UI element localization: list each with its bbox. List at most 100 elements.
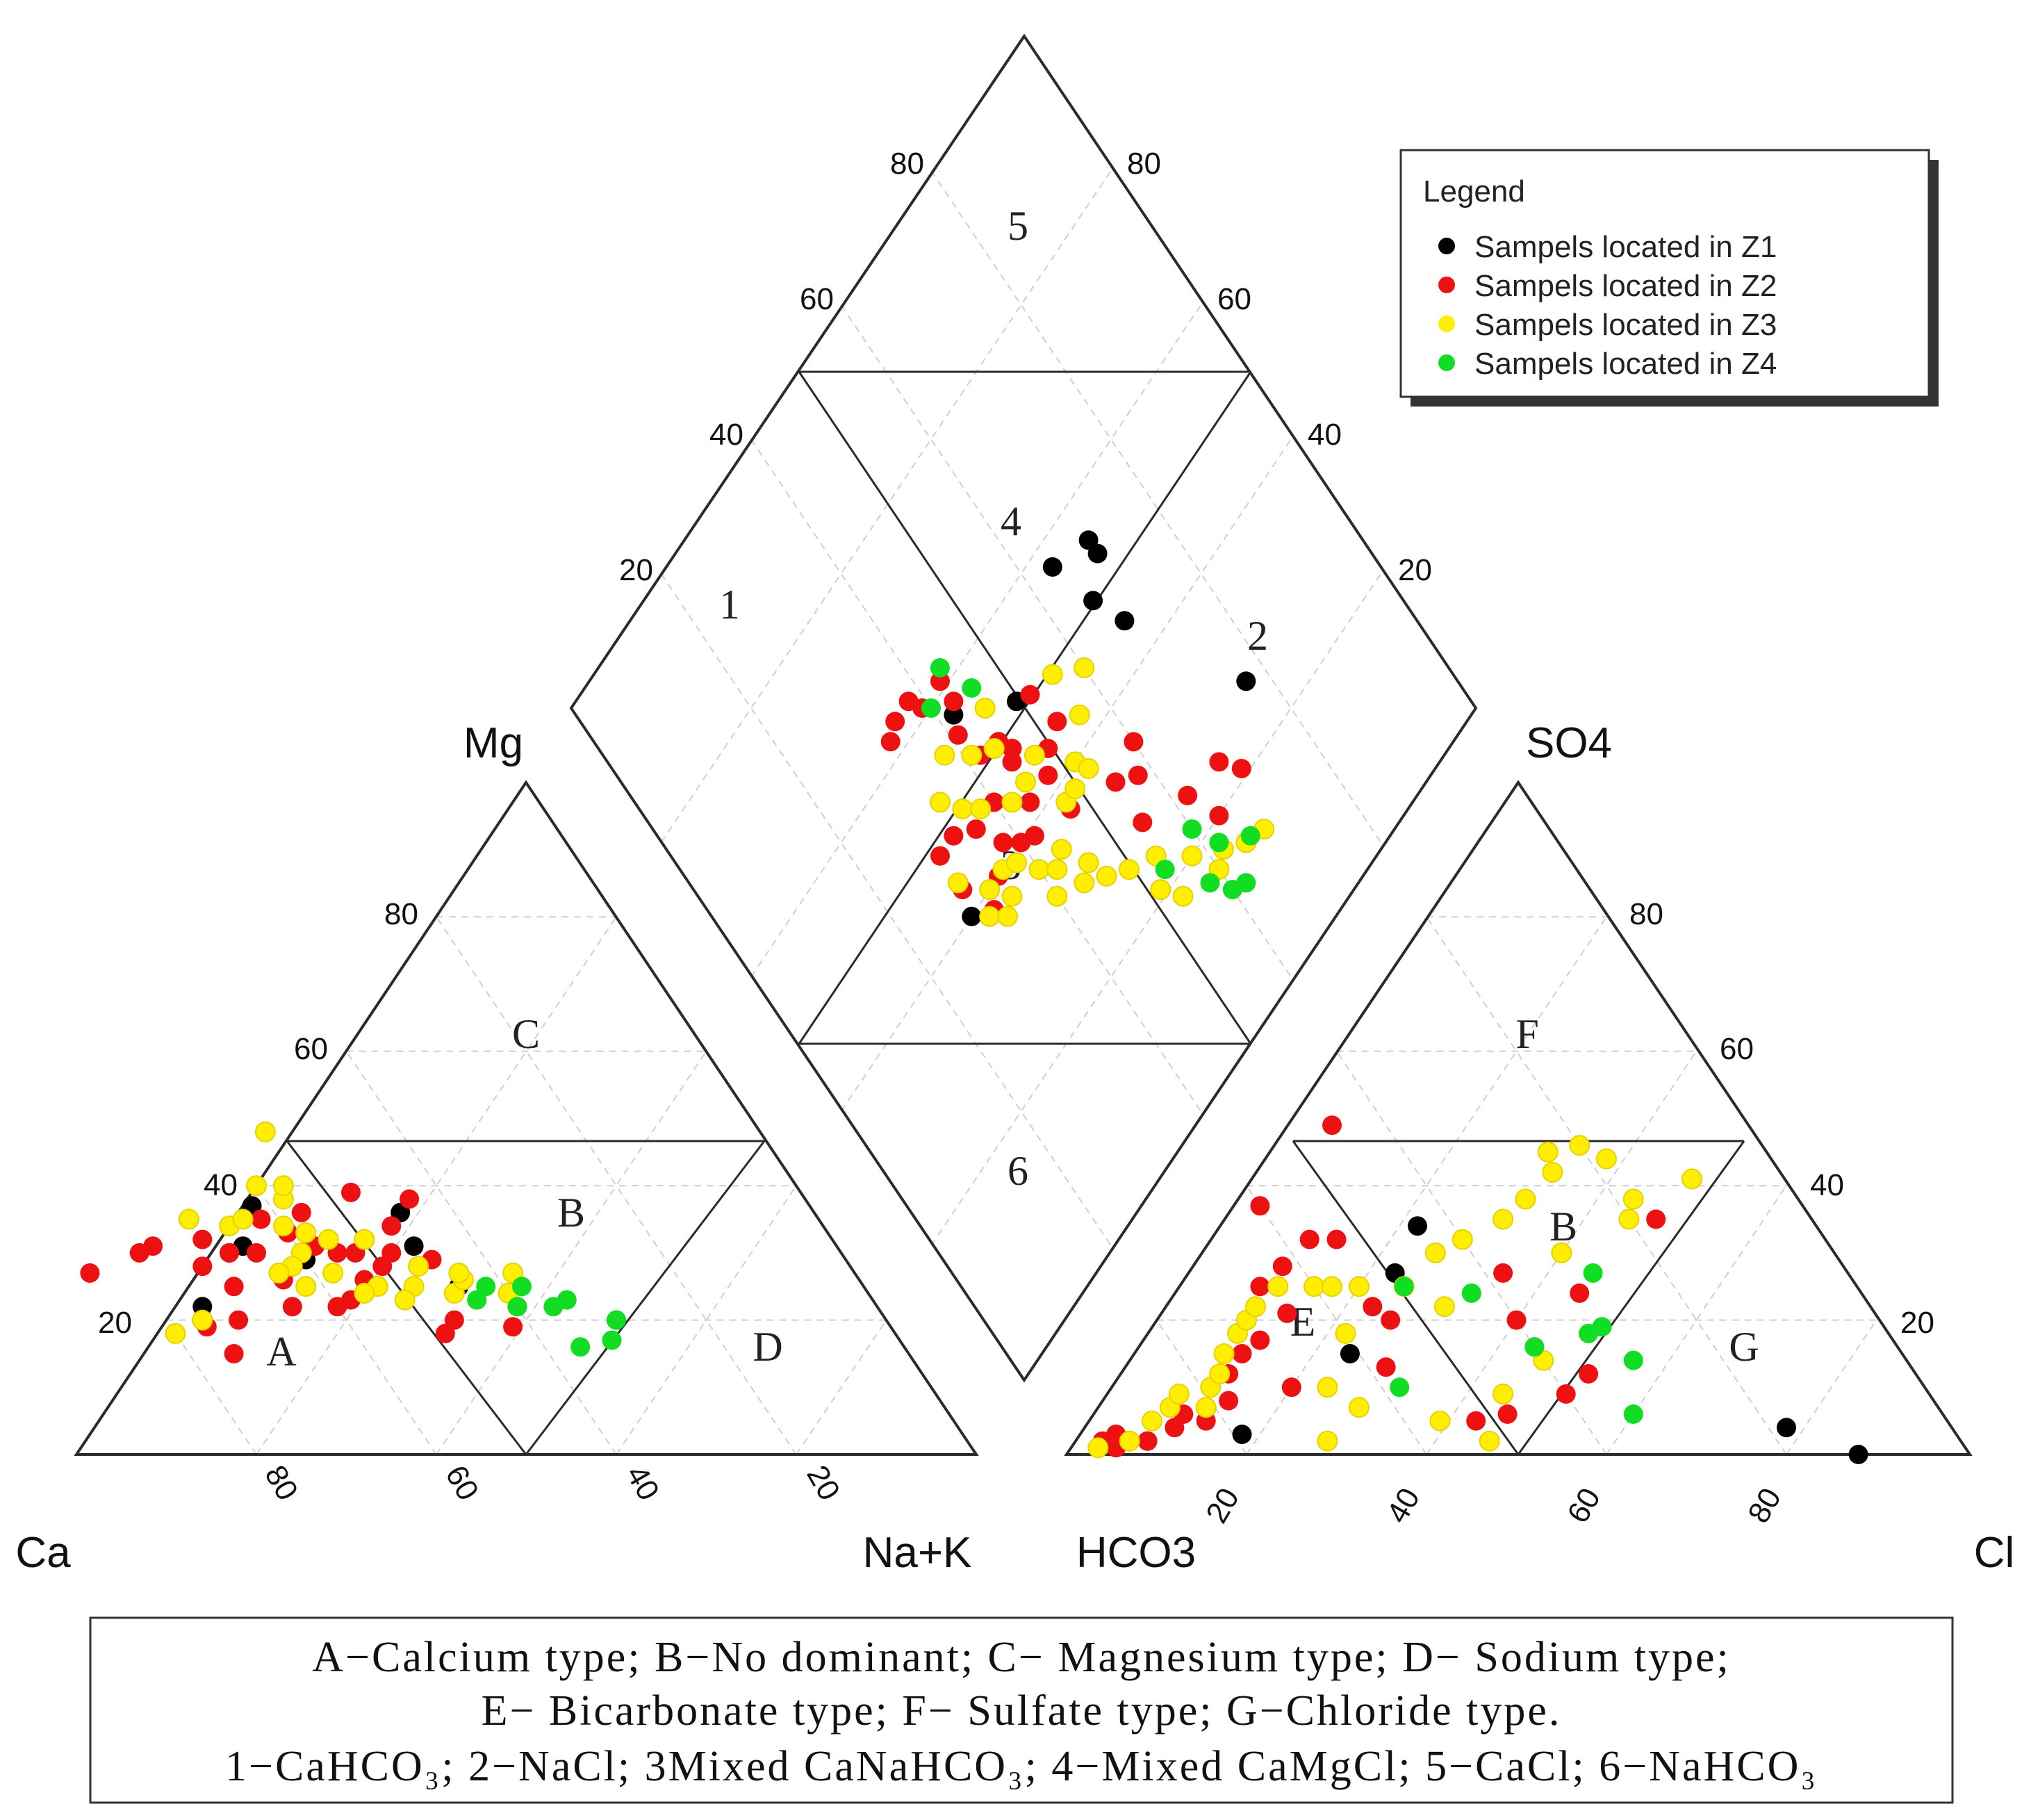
tick-cation-left-80: 80 [384,897,418,931]
point-diamond-z2-27 [885,712,905,732]
point-diamond-z2-2 [930,846,950,866]
point-anion-z2-29 [1570,1283,1590,1303]
point-cation-z3-4 [295,1222,317,1243]
point-diamond-z4-8 [930,658,950,678]
legend-marker-z4 [1438,354,1455,371]
point-anion-z3-12 [1267,1276,1289,1297]
point-anion-z2-17 [1376,1357,1396,1377]
point-cation-z2-18 [229,1310,249,1330]
point-anion-z2-19 [1497,1404,1518,1424]
point-anion-z1-7 [1848,1445,1868,1464]
point-anion-z2-16 [1381,1310,1401,1330]
point-cation-z4-6 [602,1330,622,1350]
zone-label-E: E [1290,1299,1316,1345]
cation-grid-na-40 [436,1051,707,1455]
point-diamond-z3-34 [930,792,951,813]
point-diamond-z2-20 [1002,752,1022,772]
diamond-diagonal-2 [798,371,1252,1044]
point-diamond-z1-3 [1236,671,1256,691]
point-anion-z2-26 [1322,1115,1342,1136]
tick-diamond-right-40: 40 [1308,418,1342,452]
point-cation-z3-24 [272,1175,294,1197]
point-diamond-z3-1 [997,905,1019,927]
point-diamond-z4-1 [1182,819,1202,839]
point-diamond-z3-37 [970,798,992,819]
axis-label-ca: Ca [15,1529,71,1577]
point-anion-z2-25 [1326,1229,1347,1249]
point-anion-z3-15 [1322,1276,1342,1297]
point-diamond-z3-36 [947,872,969,894]
diamond-grid-b-40 [750,304,1202,978]
tick-anion-bottom-80: 80 [1741,1482,1788,1529]
point-diamond-z1-6 [1078,530,1099,550]
tick-diamond-right-20: 20 [1398,553,1432,587]
point-diamond-z3-39 [1001,792,1023,813]
point-anion-z2-13 [1272,1256,1292,1277]
point-anion-z3-26 [1542,1161,1563,1183]
sample-points [80,530,1868,1464]
point-cation-z3-19 [408,1256,429,1277]
point-anion-z3-24 [1681,1168,1702,1190]
zone-label-D: D [753,1324,782,1370]
point-diamond-z1-7 [1083,591,1103,611]
tick-cation-bottom-60: 60 [438,1460,485,1507]
legend-label-z4: Sampels located in Z4 [1474,347,1777,381]
point-diamond-z2-17 [1124,732,1144,752]
point-cation-z2-2 [143,1236,163,1256]
point-diamond-z3-26 [1064,778,1086,799]
legend-marker-z1 [1438,238,1455,254]
caption-border [89,1616,1954,1804]
point-cation-z2-5 [192,1256,213,1277]
point-anion-z3-8 [1213,1343,1235,1364]
point-anion-z3-36 [1618,1208,1640,1230]
tick-diamond-right-80: 80 [1127,147,1161,181]
point-anion-z3-18 [1424,1242,1446,1263]
cation-grid-na-20 [256,916,617,1455]
point-anion-z2-14 [1299,1229,1319,1249]
point-cation-z3-10 [322,1262,344,1284]
point-cation-z3-2 [232,1208,254,1230]
legend-label-z2: Sampels located in Z2 [1474,269,1777,303]
point-diamond-z4-6 [1222,880,1242,900]
point-anion-z1-5 [1340,1344,1360,1363]
point-diamond-z3-4 [1001,885,1023,907]
point-cation-z2-24 [381,1216,402,1236]
point-diamond-z3-14 [1181,845,1203,867]
point-diamond-z4-3 [1200,873,1220,893]
cation-grid-na-80 [796,1320,887,1455]
point-anion-z3-4 [1168,1384,1190,1404]
point-anion-z4-1 [1394,1277,1414,1297]
point-diamond-z2-23 [944,691,964,712]
point-anion-z2-10 [1250,1330,1270,1350]
diamond-grid-a-40 [750,438,1202,1112]
zone-label-5: 5 [1008,203,1028,249]
point-cation-z3-6 [354,1229,375,1250]
point-diamond-z2-5 [993,833,1013,853]
point-anion-z3-19 [1452,1229,1473,1250]
point-diamond-z2-19 [1020,792,1040,812]
point-cation-z2-6 [247,1243,266,1263]
point-diamond-z3-25 [1023,744,1045,766]
point-diamond-z2-10 [1105,772,1126,792]
point-anion-z2-9 [1232,1344,1252,1363]
point-diamond-z4-2 [1209,833,1229,853]
point-anion-z3-27 [1515,1188,1536,1210]
point-anion-z3-34 [1429,1410,1451,1432]
cation-grid-ca-80 [165,1320,257,1455]
point-anion-z3-5 [1195,1397,1217,1418]
point-anion-z2-24 [1250,1196,1270,1216]
point-diamond-z3-33 [1069,704,1090,725]
diamond-grid-b-80 [930,573,1382,1247]
point-diamond-z2-4 [966,819,986,839]
point-anion-z3-25 [1622,1188,1644,1210]
point-cation-z2-16 [282,1297,302,1317]
axis-label-na-k: Na+K [863,1529,972,1577]
legend-title: Legend [1423,174,1525,208]
point-diamond-z3-7 [1046,859,1068,880]
point-cation-z3-25 [165,1322,186,1344]
diamond-gridlines [660,170,1382,1247]
point-cation-z3-3 [272,1215,294,1237]
axis-label-cl: Cl [1974,1529,2015,1577]
point-cation-z2-22 [291,1202,311,1222]
point-anion-z3-23 [1596,1148,1617,1170]
